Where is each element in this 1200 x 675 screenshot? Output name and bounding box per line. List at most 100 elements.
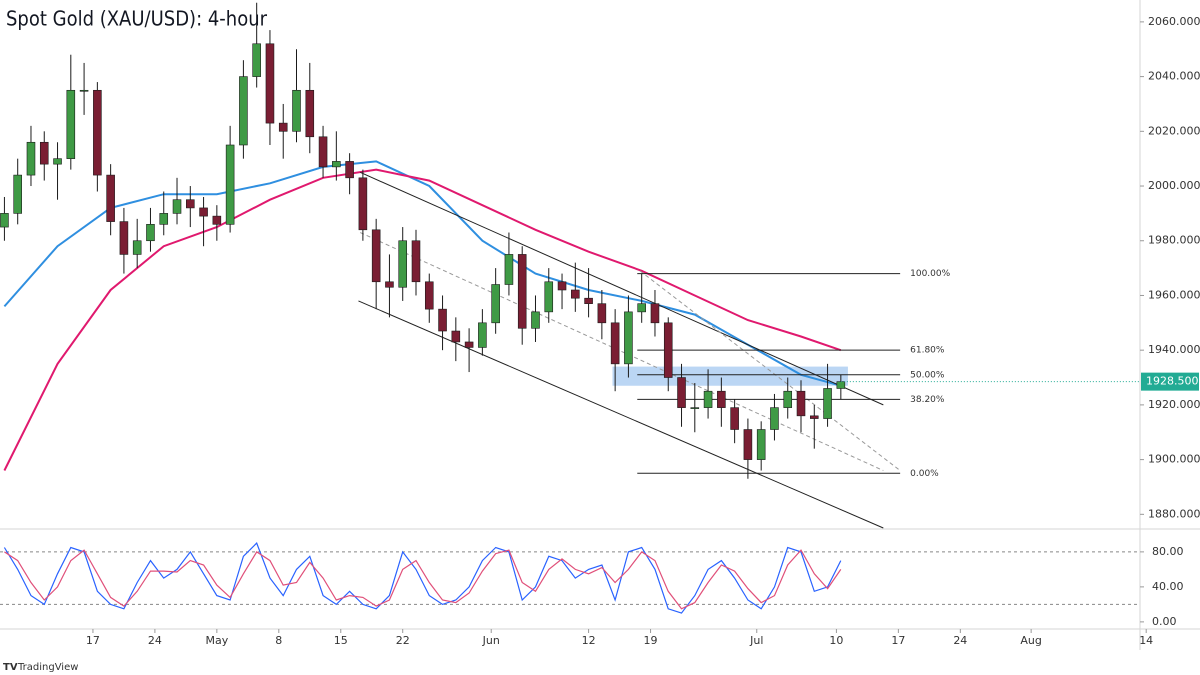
- candle-body: [278, 122, 288, 132]
- x-tick-label: Aug: [1020, 634, 1041, 647]
- y-tick-label: 2060.000: [1148, 15, 1200, 28]
- candle-body: [119, 221, 129, 255]
- osc-tick-label: 0.00: [1152, 615, 1177, 628]
- candle-body: [544, 281, 554, 313]
- resistance-zone: [612, 366, 848, 386]
- candle-body: [385, 281, 394, 288]
- y-tick-label: 1960.000: [1148, 288, 1200, 301]
- candle-body: [0, 213, 9, 228]
- candle-body: [677, 377, 686, 408]
- candle-body: [464, 341, 474, 348]
- y-tick-label: 1940.000: [1148, 343, 1200, 356]
- candle-body: [13, 174, 22, 214]
- candle-body: [730, 407, 739, 430]
- last-price-label: 1928.500: [1146, 375, 1199, 388]
- candle-body: [252, 43, 261, 77]
- candle-body: [517, 254, 527, 329]
- candle-body: [637, 303, 646, 313]
- candle-body: [358, 177, 368, 231]
- candle-body: [26, 141, 36, 176]
- x-tick-label: 12: [582, 634, 596, 647]
- fib-label: 0.00%: [910, 469, 939, 479]
- candle-body: [823, 388, 832, 419]
- candle-body: [318, 136, 328, 168]
- candle-body: [146, 224, 155, 242]
- candle-body: [756, 429, 766, 460]
- candle-body: [66, 89, 76, 159]
- oscillator-line: [4, 549, 842, 610]
- candle-body: [836, 381, 846, 389]
- osc-tick-label: 80.00: [1152, 545, 1184, 558]
- candle-body: [93, 89, 102, 176]
- candle-body: [106, 174, 115, 222]
- candle-body: [79, 89, 89, 92]
- fib-label: 38.20%: [910, 395, 945, 405]
- x-tick-label: Jul: [749, 634, 763, 647]
- candle-body: [371, 229, 381, 283]
- trend-line: [639, 270, 901, 471]
- y-tick-label: 1980.000: [1148, 234, 1200, 247]
- candle-body: [796, 390, 806, 417]
- y-tick-label: 2040.000: [1148, 70, 1200, 83]
- y-tick-label: 2000.000: [1148, 179, 1200, 192]
- candle-body: [172, 199, 182, 214]
- candle-body: [703, 390, 713, 408]
- x-tick-label: 17: [86, 634, 100, 647]
- candle-body: [292, 89, 301, 132]
- candle-body: [810, 415, 819, 419]
- candle-body: [663, 322, 673, 378]
- oscillator-line: [3, 542, 842, 614]
- moving-average: [3, 160, 842, 387]
- y-tick-label: 1900.000: [1148, 453, 1200, 466]
- candle-body: [571, 289, 580, 299]
- fib-label: 50.00%: [910, 370, 945, 380]
- watermark: TradingView: [17, 662, 78, 673]
- candle-body: [39, 141, 49, 165]
- x-tick-label: 14: [1139, 634, 1153, 647]
- candle-body: [531, 311, 540, 329]
- fib-label: 61.80%: [910, 346, 945, 356]
- candle-body: [424, 281, 434, 310]
- candle-body: [438, 308, 447, 332]
- candle-body: [584, 297, 593, 304]
- candle-body: [132, 240, 142, 255]
- candle-body: [478, 322, 487, 348]
- candle-body: [597, 303, 607, 324]
- candle-body: [690, 407, 700, 409]
- candle-body: [650, 303, 660, 324]
- y-tick-label: 2020.000: [1148, 124, 1200, 137]
- candle-body: [345, 161, 354, 179]
- candle-body: [557, 281, 567, 291]
- y-tick-label: 1880.000: [1148, 507, 1200, 520]
- candle-body: [504, 254, 514, 285]
- candle-body: [199, 207, 208, 217]
- x-tick-label: 17: [891, 634, 905, 647]
- trend-line: [360, 171, 884, 406]
- plot: 100.00% 61.80% 50.00% 38.20% 0.00%: [0, 2, 1140, 614]
- candle-body: [305, 89, 315, 138]
- trend-line: [358, 300, 884, 529]
- y-tick-label: 1920.000: [1148, 398, 1200, 411]
- candle-body: [451, 330, 461, 343]
- candle-body: [717, 390, 726, 408]
- x-tick-label: 8: [275, 634, 282, 647]
- candle-body: [239, 76, 248, 146]
- candle-body: [743, 429, 753, 460]
- moving-average: [3, 168, 842, 471]
- candle-body: [225, 144, 235, 225]
- x-tick-label: 24: [148, 634, 162, 647]
- candle-body: [491, 284, 500, 324]
- x-tick-label: 19: [644, 634, 658, 647]
- candle-body: [624, 311, 633, 365]
- candle-body: [783, 390, 793, 408]
- x-tick-label: 22: [396, 634, 410, 647]
- x-tick-label: May: [205, 634, 228, 647]
- candle-body: [265, 43, 275, 124]
- trend-line: [360, 232, 884, 472]
- logo: TV: [3, 662, 18, 673]
- last-price-tag: [1141, 372, 1199, 391]
- candle-body: [159, 213, 169, 225]
